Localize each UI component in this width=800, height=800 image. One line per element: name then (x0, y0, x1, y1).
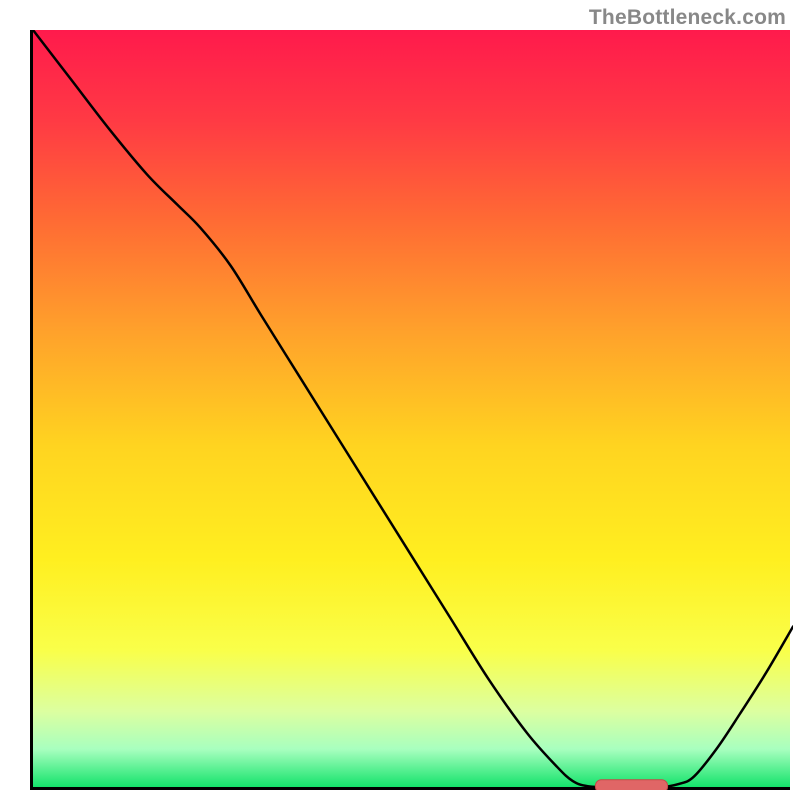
optimal-range-marker (595, 780, 667, 790)
bottleneck-curve (33, 30, 793, 788)
watermark-text: TheBottleneck.com (589, 6, 786, 30)
plot-svg (33, 30, 793, 790)
plot-area (30, 30, 790, 790)
chart-container: TheBottleneck.com (0, 0, 800, 800)
